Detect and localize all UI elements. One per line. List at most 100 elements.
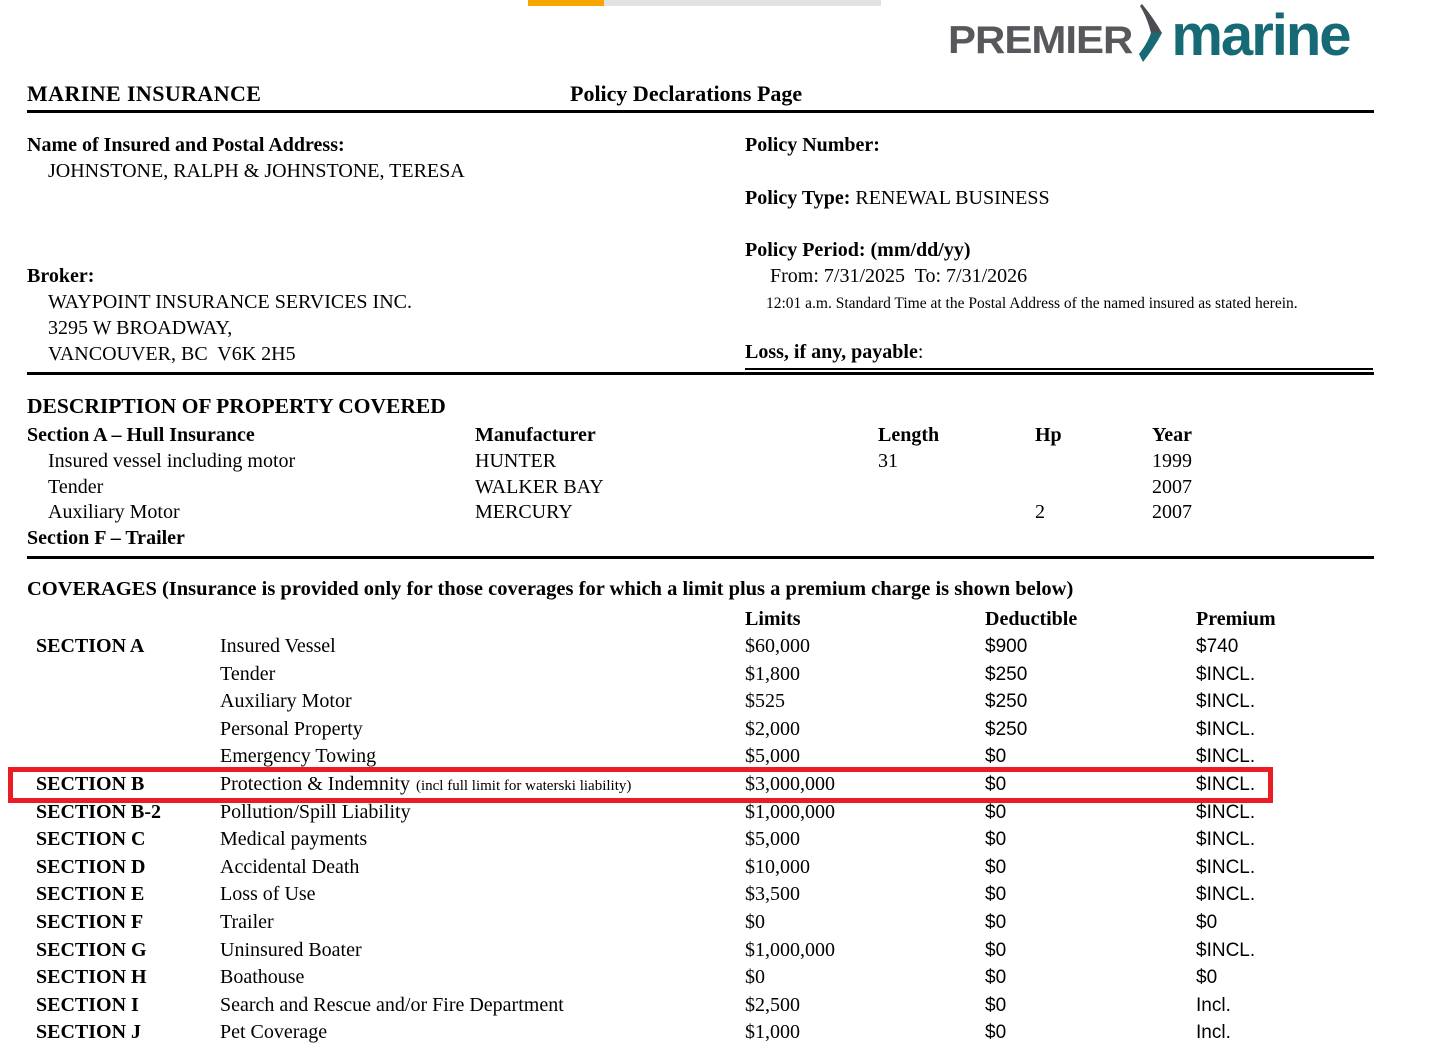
- coverage-section-label: [27, 743, 220, 773]
- coverage-section-label: SECTION H: [36, 966, 147, 989]
- coverage-premium: $INCL.: [1196, 663, 1256, 685]
- loss-payable-underline: [745, 368, 1373, 370]
- header-divider: [27, 110, 1374, 113]
- logo-premier-text: PREMIER: [948, 18, 1133, 62]
- property-table: Section A – Hull Insurance Manufacturer …: [27, 423, 1374, 552]
- logo-marine-text: marine: [1171, 3, 1351, 68]
- property-col-section: Section A – Hull Insurance: [27, 424, 255, 446]
- top-strip-orange-segment: [528, 0, 604, 6]
- property-manufacturer: HUNTER: [475, 449, 557, 472]
- coverage-row: SECTION J Pet Coverage $1,000 $0 Incl.: [27, 1019, 1374, 1047]
- coverage-name-cell: Boathouse: [220, 964, 745, 994]
- coverage-row: Auxiliary Motor $525 $250 $INCL.: [27, 688, 1374, 716]
- coverage-deductible: $0: [985, 939, 1007, 961]
- coverage-limit: $1,000,000: [745, 800, 835, 823]
- property-col-year: Year: [1152, 424, 1192, 446]
- coverage-name-cell: Medical payments: [220, 826, 745, 856]
- property-manufacturer: MERCURY: [475, 501, 573, 524]
- section-divider-1: [27, 372, 1374, 375]
- coverage-section-label: SECTION G: [36, 938, 147, 961]
- property-hp: [1035, 475, 1152, 501]
- property-manufacturer: WALKER BAY: [475, 475, 604, 498]
- coverage-section-label: SECTION F: [36, 910, 144, 933]
- loss-payable-line: Loss, if any, payable:: [745, 341, 923, 364]
- coverage-name: Pollution/Spill Liability: [220, 800, 411, 823]
- property-length: [878, 475, 1035, 501]
- coverage-name-cell: Pollution/Spill Liability: [220, 799, 745, 829]
- coverage-row: Tender $1,800 $250 $INCL.: [27, 661, 1374, 689]
- broker-street: 3295 W BROADWAY,: [48, 317, 233, 339]
- coverage-premium: $0: [1196, 911, 1218, 933]
- coverage-limit: $5,000: [745, 828, 800, 851]
- coverage-name-cell: Auxiliary Motor: [220, 688, 745, 718]
- coverage-limit: $10,000: [745, 855, 810, 878]
- coverage-deductible: $0: [985, 994, 1007, 1016]
- coverage-name: Personal Property: [220, 717, 363, 740]
- coverage-row: SECTION I Search and Rescue and/or Fire …: [27, 992, 1374, 1020]
- coverage-deductible: $250: [985, 691, 1028, 713]
- coverages-title: COVERAGES (Insurance is provided only fo…: [27, 578, 1074, 600]
- coverage-section-label: SECTION C: [36, 828, 146, 851]
- policy-type-value: RENEWAL BUSINESS: [855, 187, 1050, 209]
- coverage-row: SECTION G Uninsured Boater $1,000,000 $0…: [27, 937, 1374, 965]
- property-section-f-label: Section F – Trailer: [27, 527, 185, 550]
- coverage-name: Auxiliary Motor: [220, 690, 352, 713]
- insured-name: JOHNSTONE, RALPH & JOHNSTONE, TERESA: [48, 160, 465, 182]
- property-col-hp: Hp: [1035, 424, 1062, 446]
- coverage-section-label: SECTION B: [36, 772, 145, 795]
- coverage-limit: $3,000,000: [745, 772, 835, 795]
- broker-city: VANCOUVER, BC V6K 2H5: [48, 343, 296, 365]
- coverage-section-label: SECTION J: [36, 1021, 142, 1044]
- coverages-col-limits: Limits: [745, 608, 801, 630]
- coverage-name-cell: Search and Rescue and/or Fire Department: [220, 992, 745, 1022]
- property-rows: Insured vessel including motor HUNTER 31…: [27, 449, 1374, 526]
- coverage-name: Loss of Use: [220, 883, 316, 906]
- coverage-name: Search and Rescue and/or Fire Department: [220, 993, 564, 1016]
- coverage-name: Accidental Death: [220, 855, 360, 878]
- coverage-name-cell: Pet Coverage: [220, 1019, 745, 1049]
- coverage-name-cell: Loss of Use: [220, 881, 745, 911]
- policy-period-label: Policy Period: (mm/dd/yy): [745, 239, 971, 261]
- coverage-name: Insured Vessel: [220, 635, 336, 657]
- coverage-name: Pet Coverage: [220, 1021, 328, 1044]
- coverage-section-label: [27, 716, 220, 746]
- coverage-limit: $1,800: [745, 662, 800, 685]
- coverage-limit: $60,000: [745, 635, 810, 657]
- coverage-name: Boathouse: [220, 966, 305, 989]
- coverage-name: Tender: [220, 662, 276, 685]
- coverage-row: Emergency Towing $5,000 $0 $INCL.: [27, 743, 1374, 771]
- property-row: Insured vessel including motor HUNTER 31…: [27, 449, 1374, 475]
- property-col-manufacturer: Manufacturer: [475, 424, 596, 446]
- doc-type-heading: MARINE INSURANCE: [27, 81, 262, 106]
- property-year: 2007: [1152, 475, 1192, 498]
- property-hp: [1035, 449, 1152, 475]
- loss-payable-colon: :: [917, 341, 924, 363]
- coverage-name-cell: Tender: [220, 661, 745, 691]
- property-year: 1999: [1152, 449, 1192, 472]
- coverage-premium: Incl.: [1196, 1022, 1231, 1044]
- coverage-row: SECTION B Protection & Indemnity (incl fu…: [8, 767, 1374, 803]
- property-covered-title: DESCRIPTION OF PROPERTY COVERED: [27, 394, 446, 418]
- coverage-limit: $2,000: [745, 717, 800, 740]
- coverages-col-premium: Premium: [1196, 608, 1276, 630]
- coverage-limit: $1,000,000: [745, 938, 835, 961]
- property-year: 2007: [1152, 501, 1192, 524]
- coverage-premium: $0: [1196, 967, 1218, 989]
- coverage-name-cell: Protection & Indemnity (incl full limit f…: [220, 771, 745, 801]
- coverage-section-label: SECTION D: [36, 855, 146, 878]
- coverage-premium: $INCL.: [1196, 691, 1256, 713]
- property-table-header: Section A – Hull Insurance Manufacturer …: [27, 423, 1374, 449]
- coverage-deductible: $250: [985, 663, 1028, 685]
- coverage-name: Medical payments: [220, 828, 368, 851]
- premier-marine-logo: PREMIER marine: [948, 3, 1352, 68]
- coverage-premium: $INCL.: [1196, 718, 1256, 740]
- coverage-limit: $5,000: [745, 745, 800, 768]
- coverage-section-label: [27, 661, 220, 691]
- coverage-row: SECTION B-2 Pollution/Spill Liability $1…: [27, 799, 1374, 827]
- coverage-premium: $INCL.: [1196, 746, 1256, 768]
- coverage-limit: $1,000: [745, 1021, 800, 1044]
- coverage-name: Trailer: [220, 910, 274, 933]
- coverage-limit: $3,500: [745, 883, 800, 906]
- coverage-deductible: $0: [985, 746, 1007, 768]
- coverage-deductible: $250: [985, 718, 1028, 740]
